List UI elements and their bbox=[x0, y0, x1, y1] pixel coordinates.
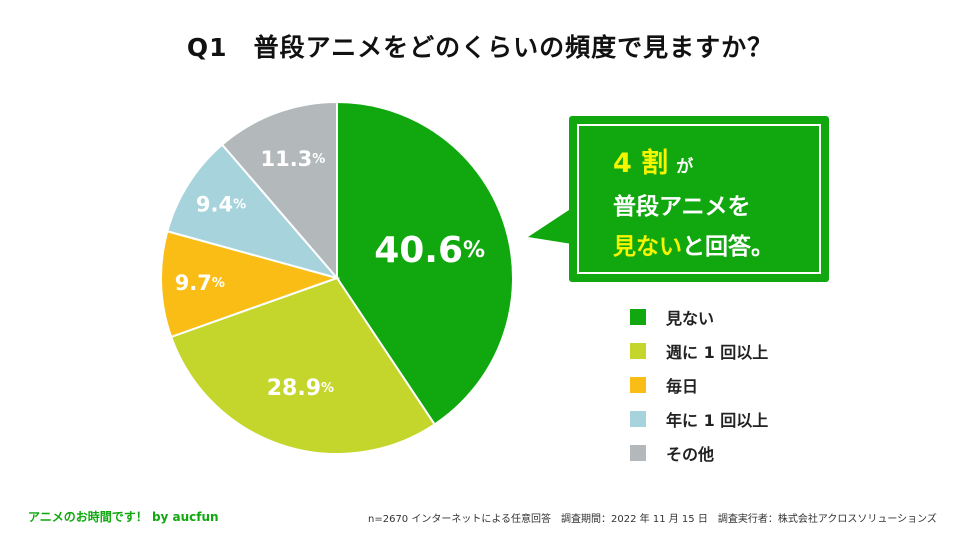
footer-survey-note: n=2670 インターネットによる任意回答 調査期間：2022 年 11 月 1… bbox=[368, 514, 937, 525]
pie-slice bbox=[169, 276, 437, 455]
slice-value-label: 28.9% bbox=[267, 376, 334, 401]
legend-swatch bbox=[630, 445, 646, 461]
chart-title: Q1 普段アニメをどのくらいの頻度で見ますか？ bbox=[186, 33, 774, 62]
legend-item: 週に 1 回以上 bbox=[630, 334, 768, 368]
legend: 見ない 週に 1 回以上 毎日 年に 1 回以上 その他 bbox=[630, 300, 768, 470]
legend-label: 週に 1 回以上 bbox=[666, 343, 769, 362]
legend-swatch bbox=[630, 377, 646, 393]
legend-item: 年に 1 回以上 bbox=[630, 402, 768, 436]
legend-label: 毎日 bbox=[666, 377, 699, 396]
legend-item: 見ない bbox=[630, 300, 768, 334]
callout-text: 4 割 が 普段アニメを 見ないと回答。 bbox=[613, 144, 774, 267]
callout-ratio: 4 割 bbox=[613, 148, 669, 179]
callout-line-1: 4 割 が bbox=[613, 144, 774, 187]
legend-swatch bbox=[630, 343, 646, 359]
slice-value-label: 11.3% bbox=[260, 147, 325, 171]
pie-slice bbox=[220, 100, 338, 281]
legend-item: 毎日 bbox=[630, 368, 768, 402]
callout-border bbox=[577, 124, 821, 274]
footer-brand: アニメのお時間です！ by aucfun bbox=[28, 510, 219, 524]
legend-label: 年に 1 回以上 bbox=[666, 411, 769, 430]
callout-rest: と回答。 bbox=[682, 234, 774, 260]
legend-item: その他 bbox=[630, 436, 768, 470]
pie-slice bbox=[166, 143, 340, 280]
legend-label: 見ない bbox=[666, 309, 715, 328]
callout-tail bbox=[528, 208, 572, 244]
legend-swatch bbox=[630, 309, 646, 325]
pie-slice bbox=[160, 230, 341, 339]
callout-highlight: 見ない bbox=[613, 234, 682, 260]
legend-label: その他 bbox=[666, 445, 715, 464]
callout-box: 4 割 が 普段アニメを 見ないと回答。 bbox=[569, 116, 829, 282]
callout-line-3: 見ないと回答。 bbox=[613, 227, 774, 267]
legend-swatch bbox=[630, 411, 646, 427]
slice-value-label: 40.6% bbox=[374, 229, 485, 270]
slice-value-label: 9.4% bbox=[196, 193, 246, 217]
callout-particle: が bbox=[676, 157, 694, 177]
callout-line-2: 普段アニメを bbox=[613, 194, 751, 220]
slice-value-label: 9.7% bbox=[175, 271, 225, 295]
